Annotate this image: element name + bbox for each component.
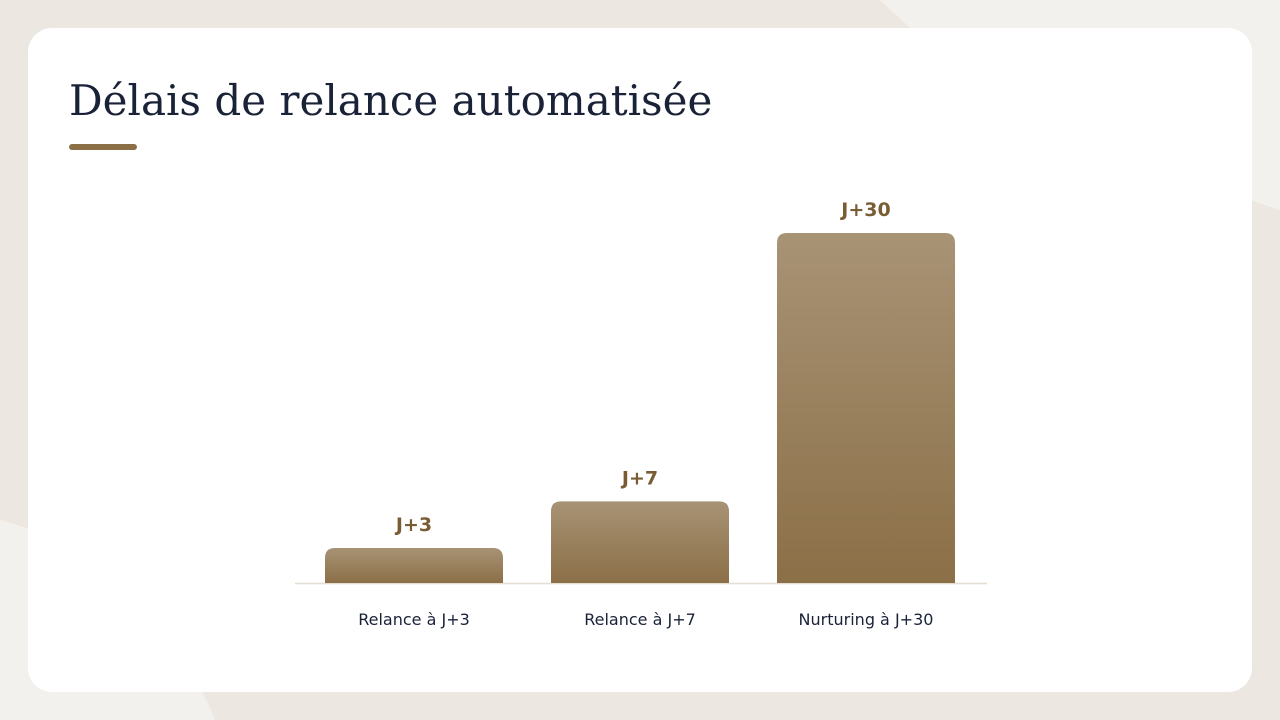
bar [325, 548, 503, 583]
chart-title: Délais de relance automatisée [69, 76, 712, 125]
x-tick-label: Nurturing à J+30 [799, 610, 934, 629]
value-label: J+7 [620, 467, 658, 489]
bar [551, 501, 729, 583]
bar [777, 233, 955, 583]
value-label: J+30 [839, 199, 890, 221]
card [28, 28, 1252, 692]
x-tick-label: Relance à J+3 [358, 610, 470, 629]
title-accent [69, 144, 137, 150]
value-label: J+3 [394, 514, 432, 536]
x-tick-label: Relance à J+7 [584, 610, 696, 629]
